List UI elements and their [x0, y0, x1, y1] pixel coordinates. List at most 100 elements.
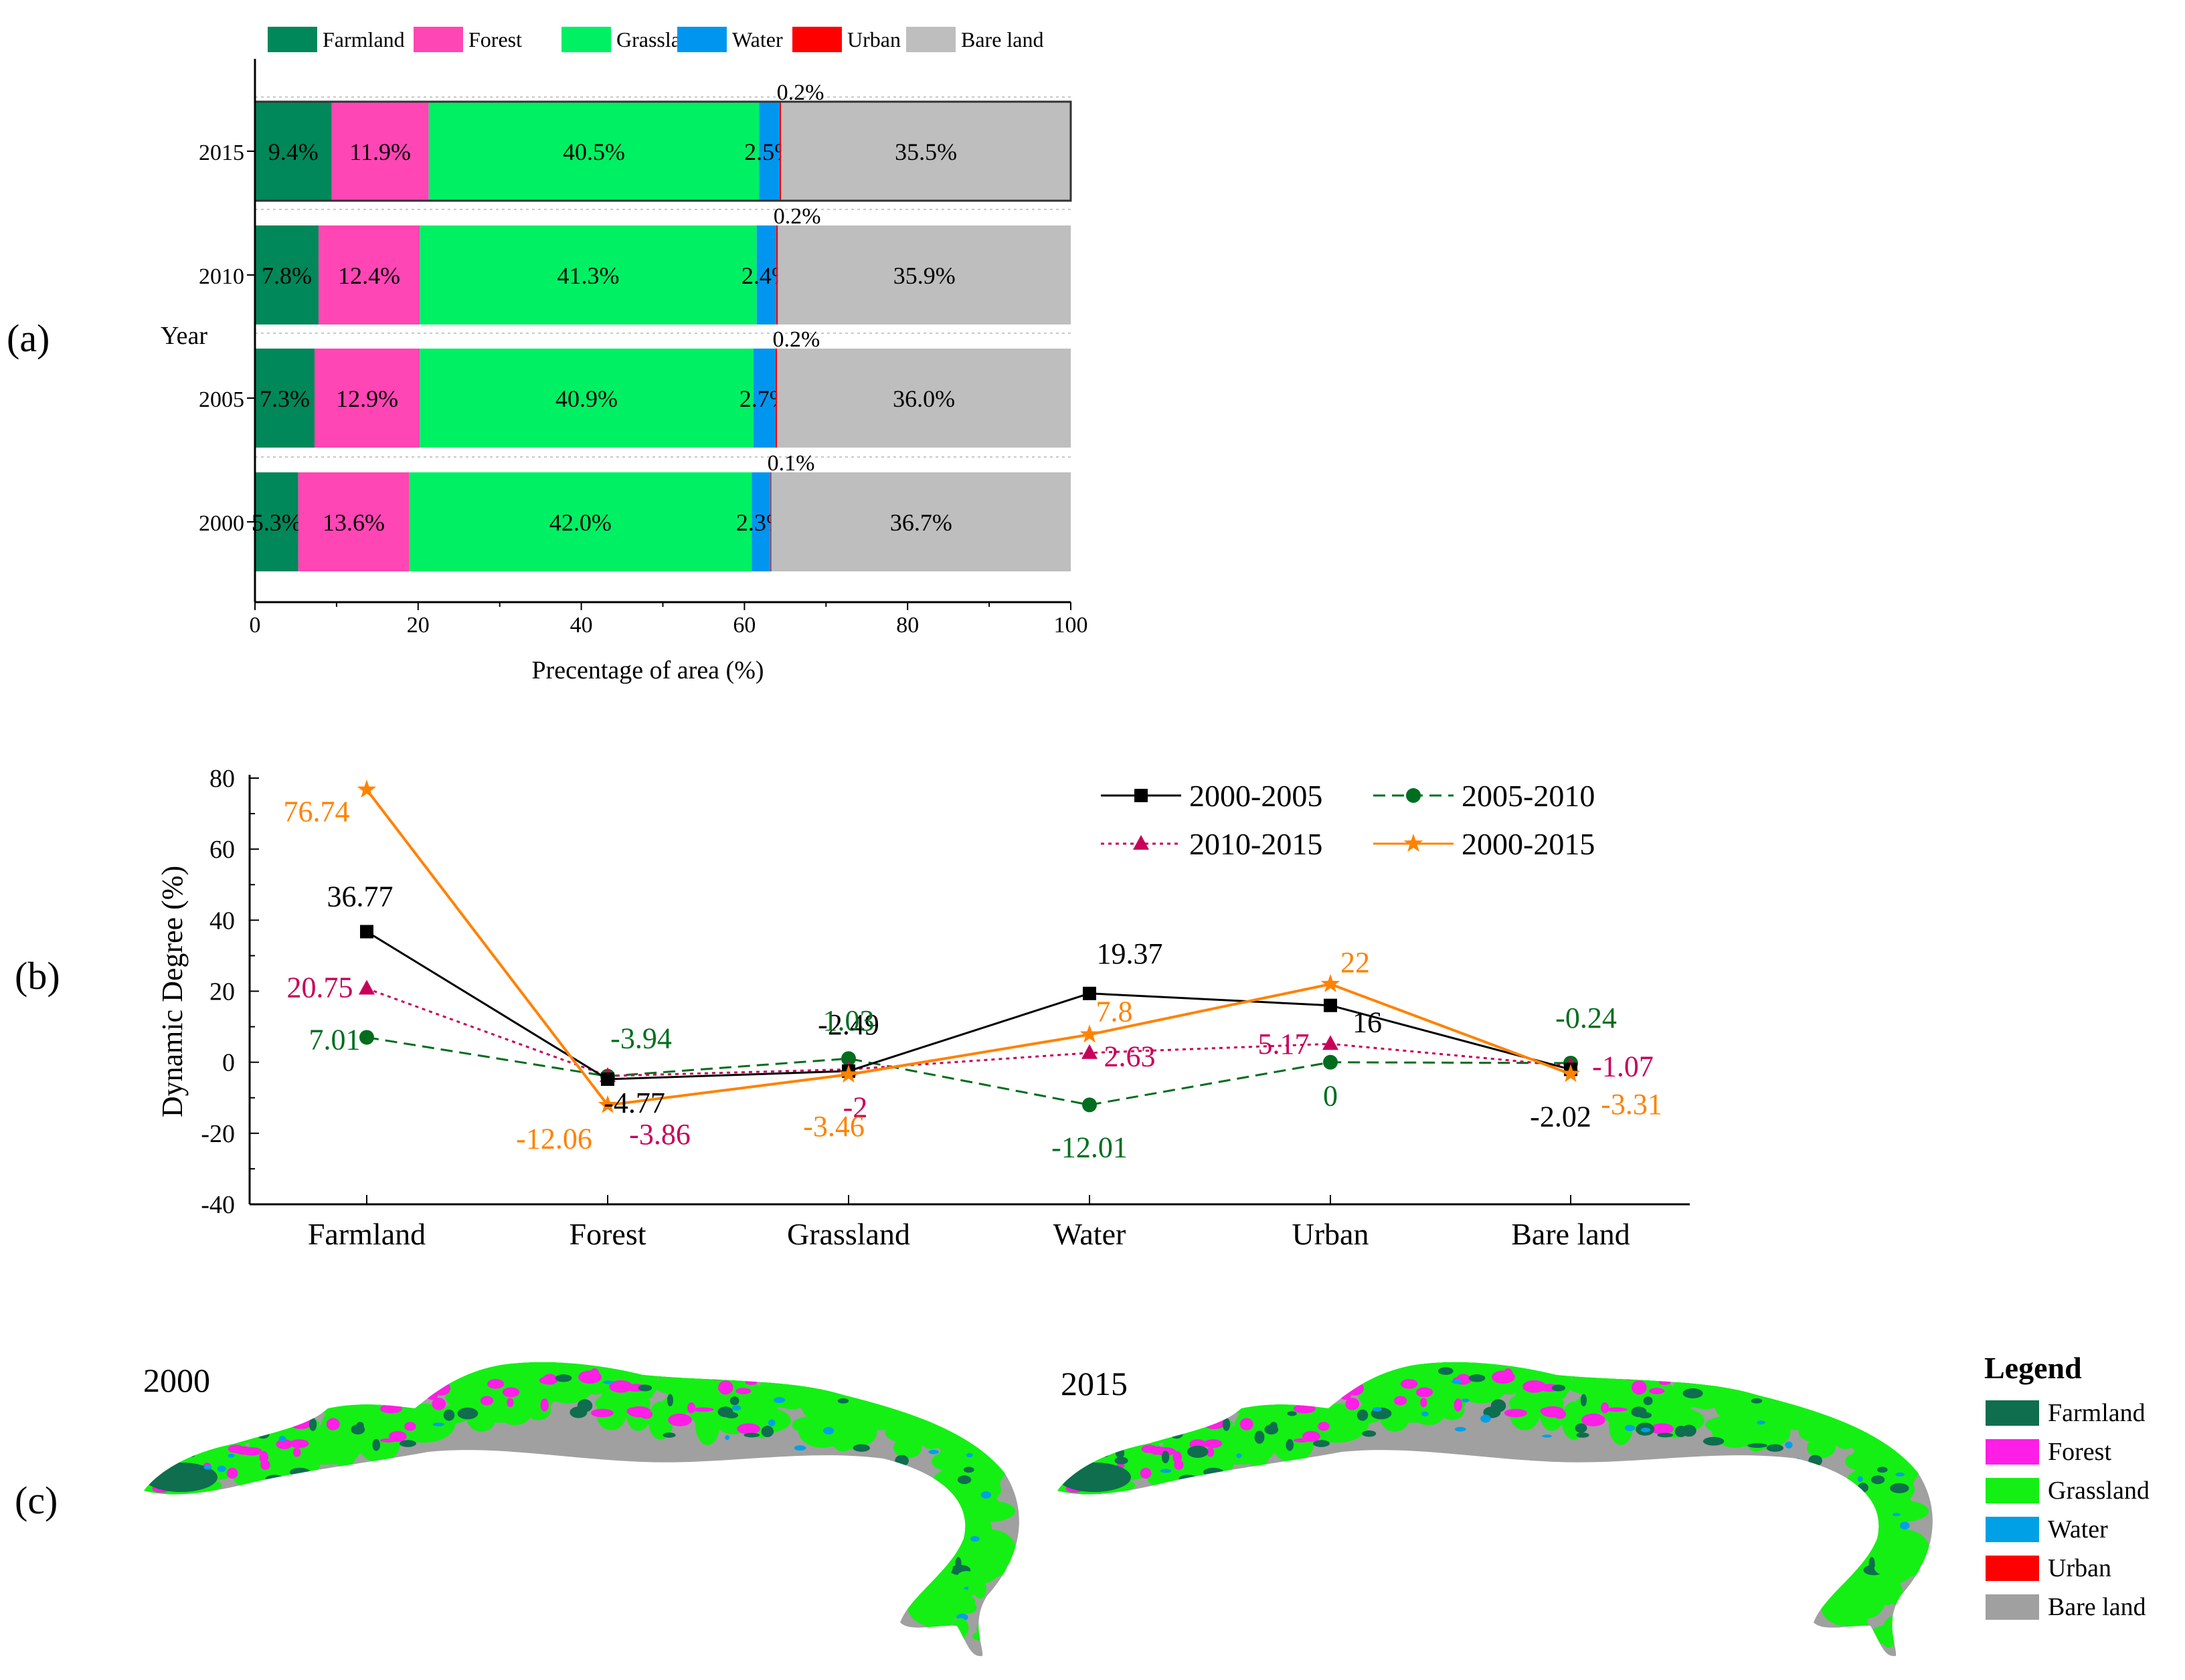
bar-legend-label: Urban — [847, 27, 901, 52]
landcover-patch — [278, 1435, 286, 1442]
landcover-patch — [1452, 1379, 1462, 1384]
series-marker-2000-2015 — [1079, 1024, 1100, 1043]
landcover-patch — [1141, 1444, 1158, 1453]
landcover-patch — [725, 1435, 730, 1440]
bar-data-label: 40.5% — [563, 138, 625, 165]
series-line-2010-2015 — [366, 988, 1571, 1077]
landcover-patch — [276, 1439, 293, 1450]
landcover-patch — [388, 1430, 407, 1442]
landcover-patch — [241, 1447, 262, 1456]
line-x-tick-label: Forest — [570, 1217, 646, 1251]
landcover-patch — [1302, 1430, 1320, 1442]
map-legend-swatch — [1986, 1594, 2039, 1620]
line-data-label: 16 — [1352, 1006, 1382, 1039]
line-data-label: -3.94 — [610, 1022, 672, 1055]
landcover-patch — [1098, 1493, 1103, 1500]
landcover-patch — [168, 1424, 209, 1451]
landcover-patch — [768, 1419, 776, 1426]
landcover-patch — [952, 1618, 969, 1638]
series-marker-2010-2015 — [1322, 1035, 1338, 1050]
line-x-tick-label: Urban — [1292, 1217, 1369, 1251]
landcover-patch — [794, 1445, 806, 1451]
line-data-label: -2.02 — [1530, 1100, 1591, 1133]
landcover-patch — [167, 1445, 179, 1458]
landcover-patch — [211, 1432, 235, 1438]
landcover-patch — [1415, 1387, 1433, 1398]
line-y-tick-label: 40 — [209, 907, 235, 935]
landcover-patch — [1657, 1432, 1674, 1438]
bar-data-label: 5.3% — [252, 509, 302, 536]
landcover-patch — [332, 1430, 357, 1469]
landcover-patch — [837, 1398, 849, 1404]
landcover-patch — [1783, 1389, 1817, 1414]
landcover-patch — [973, 1579, 986, 1599]
landcover-patch — [1420, 1398, 1427, 1408]
landcover-patch — [1239, 1418, 1253, 1430]
landcover-patch — [1540, 1407, 1554, 1415]
line-data-label: 0 — [1323, 1080, 1338, 1113]
landcover-patch — [1140, 1467, 1152, 1479]
landcover-patch — [457, 1407, 478, 1420]
series-marker-2000-2005 — [601, 1072, 614, 1086]
map-2000-landcover — [144, 1362, 1017, 1643]
map-legend-label: Water — [2048, 1515, 2108, 1544]
landcover-patch — [1890, 1483, 1909, 1493]
series-marker-2000-2015 — [357, 779, 377, 798]
bar-segment-grassland — [420, 225, 757, 324]
landcover-patch — [761, 1425, 774, 1438]
landcover-patch — [745, 1380, 758, 1386]
landcover-patch — [936, 1630, 966, 1643]
landcover-patch — [1080, 1445, 1093, 1458]
landcover-patch — [928, 1589, 941, 1600]
bar-data-label: 12.4% — [338, 262, 400, 289]
landcover-patch — [226, 1467, 238, 1479]
landcover-patch — [433, 1381, 451, 1396]
landcover-patch — [1184, 1396, 1215, 1426]
bar-data-label: 41.3% — [557, 262, 619, 289]
line-legend-label: 2005-2010 — [1462, 779, 1595, 813]
line-x-tick-label: Water — [1053, 1217, 1126, 1251]
bar-data-label: 12.9% — [336, 385, 398, 412]
bar-data-label: 0.1% — [768, 451, 815, 476]
landcover-patch — [695, 1403, 720, 1445]
landcover-patch — [949, 1542, 970, 1556]
stacked-bar-chart: (a) Farmland Forest Grassland Water Urban Bar… — [7, 27, 1088, 684]
bar-data-label: 13.6% — [323, 509, 385, 536]
landcover-patch — [1081, 1424, 1123, 1451]
landcover-patch — [735, 1388, 752, 1394]
landcover-patch — [1203, 1467, 1224, 1477]
bar-legend-swatch — [792, 27, 842, 52]
landcover-patch — [356, 1422, 364, 1430]
bar-segment-water — [753, 349, 776, 448]
landcover-patch — [1490, 1399, 1506, 1412]
landcover-patch — [957, 1475, 972, 1485]
landcover-patch — [396, 1362, 444, 1394]
landcover-patch — [1222, 1418, 1231, 1431]
bar-x-tick-label: 60 — [733, 613, 756, 638]
series-marker-2010-2015 — [1081, 1044, 1098, 1059]
landcover-patch — [362, 1384, 412, 1402]
bar-segment-bare-land — [771, 472, 1071, 571]
landcover-patch — [1114, 1457, 1128, 1465]
landcover-patch — [1551, 1384, 1566, 1392]
bar-data-label: 42.0% — [549, 509, 612, 536]
landcover-patch — [1293, 1404, 1316, 1414]
map-2015 — [1057, 1362, 1933, 1657]
bar-year-labels: 2015 2010 2005 2000 — [199, 141, 255, 536]
series-marker-2000-2015 — [1320, 973, 1340, 992]
landcover-patch — [1437, 1367, 1454, 1375]
line-x-tick-label: Grassland — [787, 1217, 910, 1251]
landcover-patch — [1836, 1432, 1891, 1447]
landcover-patch — [1310, 1362, 1358, 1394]
landcover-patch — [1608, 1403, 1634, 1445]
bar-segment-water — [752, 472, 771, 571]
landcover-patch — [1573, 1370, 1598, 1385]
landcover-patch — [717, 1406, 733, 1418]
landcover-patch — [391, 1404, 456, 1443]
map-legend-label: Bare land — [2048, 1593, 2146, 1621]
landcover-patch — [956, 1571, 976, 1585]
bar-segment-farmland — [255, 472, 298, 571]
landcover-patch — [798, 1382, 841, 1401]
landcover-patch — [1883, 1529, 1907, 1554]
series-marker-2000-2005 — [1083, 986, 1096, 1000]
